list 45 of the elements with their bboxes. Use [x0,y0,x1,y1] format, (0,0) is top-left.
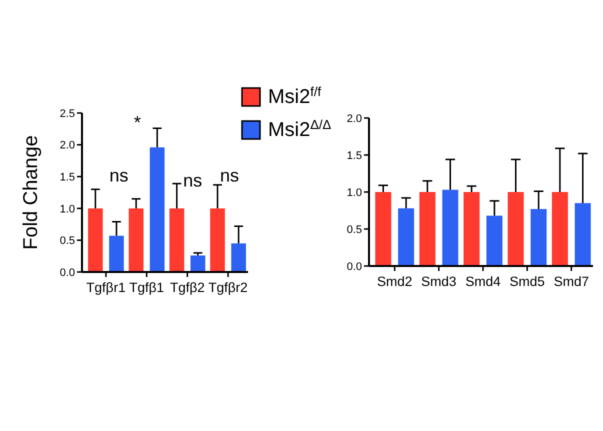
y-tick-label: 1.0 [346,186,362,199]
y-tick-label: 0.5 [60,235,75,248]
y-tick-label: 0.0 [60,266,75,279]
bar [419,192,436,266]
x-tick-label: Smd5 [510,274,545,289]
y-tick-label: 2.0 [60,140,75,152]
y-tick-label: 0.5 [346,224,362,236]
y-axis-title: Fold Change [20,135,42,250]
legend-label: Msi2$^{Δ/Δ}$ [268,116,332,141]
y-tick-label: 0.0 [346,260,362,273]
x-tick-label: Tgfβ1 [129,280,164,295]
bar [375,192,392,266]
bar [190,255,206,272]
annotation: * [134,112,141,132]
annotation: ns [220,165,240,186]
x-tick-label: Smd3 [421,274,456,289]
bar [464,192,480,266]
y-tick-label: 1.5 [60,171,75,184]
y-tick-label: 1.0 [60,203,75,216]
bar [128,208,144,272]
bar [574,203,591,266]
x-tick-label: Tgfβr2 [208,280,248,295]
legend-label: Msi2$^{f/f}$ [268,84,322,108]
bar [530,209,547,266]
bar [486,216,502,266]
x-tick-label: Smd4 [465,274,502,289]
bar [169,208,184,272]
bar [552,192,568,266]
annotation: ns [183,170,202,190]
annotation: ns [109,165,128,186]
x-tick-label: Smd2 [377,274,412,289]
bar [150,147,165,272]
x-tick-label: Tgfβ2 [170,280,205,295]
y-tick-label: 2.5 [60,108,75,120]
bar [398,208,414,266]
bar [210,208,225,272]
y-tick-label: 1.5 [346,150,362,162]
bar [442,190,458,266]
y-tick-label: 2.0 [346,112,362,125]
x-tick-label: Smd7 [554,274,589,289]
bar [88,208,103,272]
bar [231,243,246,272]
bar [508,192,524,266]
x-tick-label: Tgfβr1 [86,280,126,295]
bar [109,236,124,272]
